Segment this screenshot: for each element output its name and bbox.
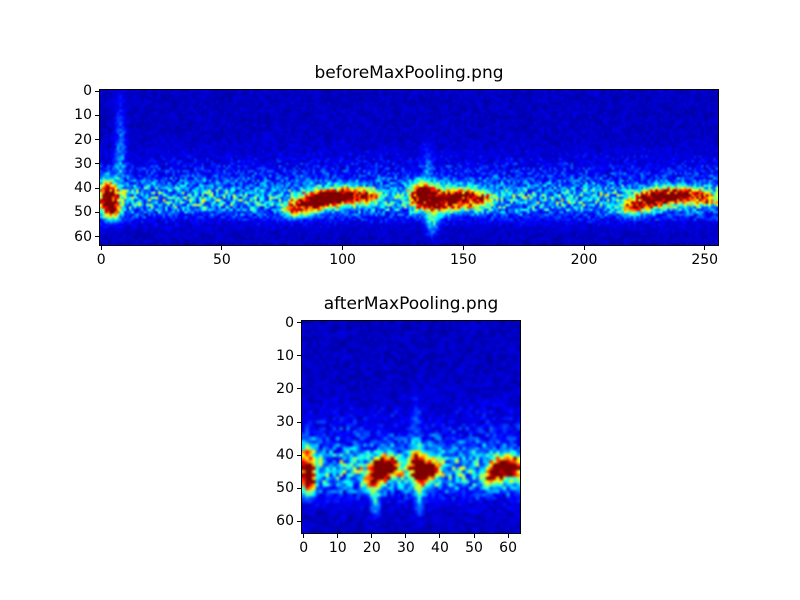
x-tick-mark (100, 246, 102, 250)
y-tick-mark (95, 211, 99, 213)
y-tick-label: 10 (74, 107, 92, 124)
y-tick-label: 10 (276, 347, 294, 364)
x-tick-label: 150 (449, 252, 477, 268)
y-tick-label: 40 (74, 180, 92, 197)
y-tick-mark (95, 163, 99, 165)
x-tick-label: 250 (691, 252, 719, 268)
x-tick-label: 0 (299, 540, 309, 556)
plot-title-before: beforeMaxPooling.png (314, 63, 504, 83)
y-tick-label: 40 (276, 447, 294, 464)
y-tick-label: 0 (285, 314, 294, 331)
x-tick-label: 40 (431, 540, 449, 556)
before-maxpooling-heatmap-image (100, 90, 718, 245)
x-tick-mark (342, 246, 344, 250)
y-tick-label: 50 (276, 480, 294, 497)
y-tick-mark (95, 236, 99, 238)
after-maxpooling-heatmap-image (302, 321, 520, 533)
x-tick-mark (462, 246, 464, 250)
y-tick-label: 50 (74, 204, 92, 221)
x-tick-mark (583, 246, 585, 250)
y-tick-label: 60 (276, 513, 294, 530)
x-tick-mark (405, 534, 407, 538)
y-tick-mark (95, 187, 99, 189)
y-tick-label: 0 (83, 83, 92, 100)
x-tick-label: 100 (329, 252, 356, 268)
y-tick-mark (297, 421, 301, 423)
x-tick-label: 50 (465, 540, 483, 556)
x-tick-mark (704, 246, 706, 250)
y-tick-label: 20 (276, 380, 294, 397)
y-tick-label: 30 (74, 155, 92, 172)
y-tick-mark (297, 454, 301, 456)
x-tick-mark (507, 534, 509, 538)
x-tick-label: 200 (570, 252, 598, 268)
x-tick-label: 30 (396, 540, 415, 556)
y-tick-label: 60 (74, 228, 92, 245)
x-tick-mark (439, 534, 441, 538)
x-tick-mark (371, 534, 373, 538)
y-tick-mark (297, 520, 301, 522)
after-maxpooling-plot: afterMaxPooling.png 0 10 20 30 40 50 60 0 10 20 30… (276, 294, 521, 556)
x-tick-mark (303, 534, 305, 538)
y-tick-mark (95, 90, 99, 92)
y-tick-mark (95, 139, 99, 141)
x-tick-label: 50 (212, 252, 231, 268)
x-tick-mark (473, 534, 475, 538)
y-tick-mark (297, 388, 301, 390)
x-tick-mark (221, 246, 223, 250)
plot-title-after: afterMaxPooling.png (323, 294, 499, 314)
y-tick-mark (297, 355, 301, 357)
before-maxpooling-plot: beforeMaxPooling.png 0 50 100 150 200 250 0 10 2… (74, 63, 719, 268)
x-tick-label: 0 (96, 252, 106, 268)
y-tick-mark (95, 114, 99, 116)
y-tick-label: 30 (276, 414, 294, 431)
x-tick-mark (337, 534, 339, 538)
y-tick-mark (297, 322, 301, 324)
x-tick-label: 20 (362, 540, 381, 556)
y-tick-label: 20 (74, 131, 92, 148)
x-tick-label: 60 (499, 540, 517, 556)
y-tick-mark (297, 487, 301, 489)
x-tick-label: 10 (328, 540, 347, 556)
